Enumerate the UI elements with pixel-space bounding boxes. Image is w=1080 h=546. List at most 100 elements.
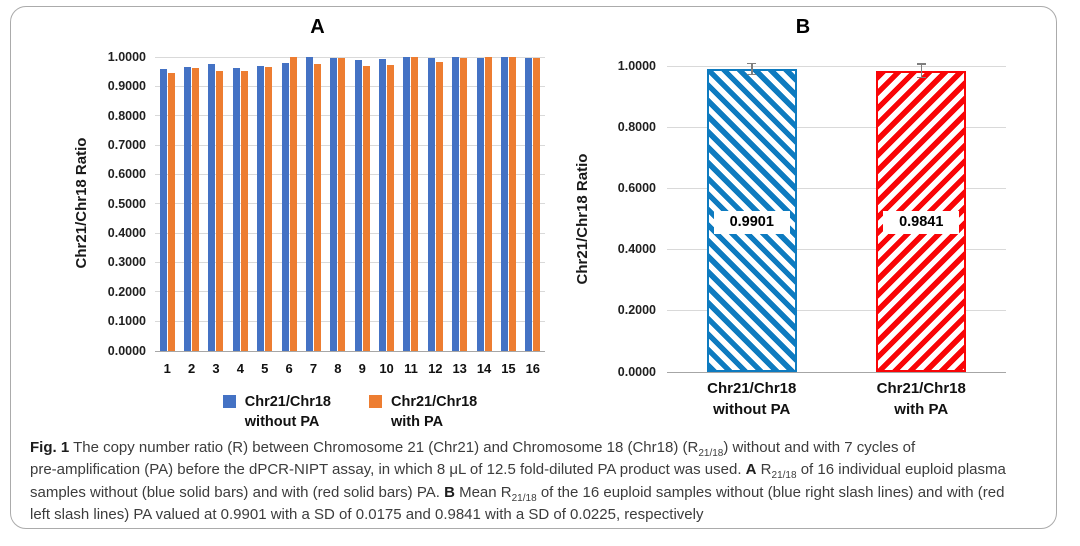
panel-b-title: B: [795, 16, 811, 38]
caption-text: ) without and with 7 cycles of: [723, 439, 916, 456]
bar-sample-7-with-pa: [313, 63, 321, 351]
y-tick-label: 0.2000: [617, 303, 656, 318]
x-tick-label: 5: [261, 361, 269, 376]
gridline: [155, 144, 545, 146]
x-tick-label: 6: [285, 361, 293, 376]
legend-label-line: without PA: [244, 414, 320, 430]
caption-line: left slash lines) PA valued at 0.9901 wi…: [30, 504, 1032, 526]
bar-sample-2-with-pa: [192, 68, 200, 351]
panel-a-y-axis-ticks: 0.0000 0.1000 0.2000 0.3000 0.4000 0.5000 0.60…: [82, 50, 146, 358]
caption-text: samples without (blue solid bars) and wi…: [30, 483, 445, 501]
legend-label-line: Chr21/Chr18: [391, 394, 478, 410]
gridline: [155, 173, 545, 175]
y-tick-label: 0.8000: [617, 120, 656, 135]
x-tick-label: 12: [428, 361, 443, 376]
bar-sample-12-without-pa: [427, 57, 435, 351]
bar-sample-11-with-pa: [411, 57, 419, 351]
caption-text: Mean R: [454, 483, 512, 501]
error-bar-cap-bottom: [916, 76, 926, 79]
x-tick-label: 13: [452, 361, 467, 376]
figure-caption: Fig. 1 The copy number ratio (R) between…: [30, 437, 1032, 527]
caption-bold-text: A: [745, 461, 757, 479]
x-category-label-line: Chr21/Chr18: [707, 380, 797, 397]
x-tick-label: 3: [212, 361, 220, 376]
legend-label-line: with PA: [391, 414, 444, 430]
error-bar-line: [751, 63, 753, 75]
gridline: [667, 248, 1006, 250]
x-category-label-line: Chr21/Chr18: [876, 380, 966, 397]
x-tick-label: 8: [334, 361, 342, 376]
panel-b-x-axis-labels: Chr21/Chr18 without PA Chr21/Chr18 with PA: [667, 378, 1006, 422]
bar-sample-5-without-pa: [257, 66, 265, 351]
x-category-label: Chr21/Chr18 without PA: [667, 378, 837, 420]
bar-sample-15-without-pa: [500, 57, 508, 351]
x-category-label-line: without PA: [713, 401, 791, 418]
legend-label-line: Chr21/Chr18: [244, 394, 331, 410]
bar-sample-1-without-pa: [159, 69, 167, 351]
error-bar-cap-top: [916, 63, 926, 65]
panel-a-plot-area: [155, 56, 545, 352]
bar-sample-10-with-pa: [387, 64, 395, 351]
y-tick-label: 0.0000: [617, 364, 656, 379]
error-bar-cap-bottom: [747, 73, 757, 76]
y-tick-label: 0.6000: [617, 181, 656, 196]
gridline: [667, 126, 1006, 128]
bar-sample-5-with-pa: [265, 66, 273, 351]
bar-sample-10-without-pa: [379, 59, 387, 351]
bar-value-label: 0.9901: [713, 211, 790, 234]
caption-bold-text: Fig. 1: [30, 439, 70, 456]
caption-text: The copy number ratio (R) between Chromo…: [69, 439, 699, 456]
bar-sample-13-without-pa: [452, 57, 460, 351]
y-tick-label: 0.2000: [107, 284, 146, 299]
gridline: [155, 203, 545, 205]
x-tick-label: 16: [525, 361, 541, 376]
x-tick-label: 9: [358, 361, 366, 376]
bar-sample-12-with-pa: [435, 61, 443, 351]
caption-subscript: 21/18: [698, 448, 724, 459]
error-bar-line: [920, 63, 922, 78]
caption-bold-text: B: [444, 483, 455, 501]
bar-sample-4-without-pa: [232, 67, 240, 351]
panel-a-title: A: [310, 16, 325, 38]
caption-text: of 16 individual euploid plasma: [796, 461, 1006, 479]
panel-b-y-axis-ticks: 0.0000 0.2000 0.4000 0.6000 0.8000 1.0000: [592, 59, 656, 379]
panel-a-legend: Chr21/Chr18 without PA Chr21/Chr18 with …: [135, 392, 565, 432]
legend-label-without-pa: Chr21/Chr18 without PA: [245, 392, 331, 432]
bar-sample-6-with-pa: [289, 57, 297, 351]
panel-a-x-axis-labels: 1 2 3 4 5 6 7 8 9 10 11 12 13 14 15 16: [155, 361, 545, 379]
gridline: [155, 320, 545, 322]
bar-sample-1-with-pa: [167, 73, 175, 351]
x-tick-label: 1: [163, 361, 171, 376]
bar-sample-14-without-pa: [476, 57, 484, 351]
gridline: [155, 115, 545, 117]
legend-item-with-pa: Chr21/Chr18 with PA: [369, 392, 477, 432]
error-bar-cap-top: [747, 62, 757, 65]
x-tick-label: 11: [404, 361, 418, 376]
caption-text: left slash lines) PA valued at 0.9901 wi…: [30, 506, 704, 524]
caption-subscript: 21/18: [771, 470, 797, 482]
bar-sample-3-without-pa: [208, 63, 216, 351]
y-tick-label: 1.0000: [617, 59, 656, 73]
y-tick-label: 0.4000: [617, 242, 656, 257]
x-category-label-line: with PA: [894, 401, 949, 418]
bar-sample-16-without-pa: [525, 57, 533, 351]
bar-sample-11-without-pa: [403, 57, 411, 351]
x-tick-label: 7: [309, 361, 318, 376]
y-tick-label: 1.0000: [107, 50, 146, 64]
bar-sample-15-with-pa: [508, 57, 516, 351]
y-tick-label: 0.7000: [107, 138, 146, 153]
gridline: [155, 56, 545, 58]
caption-line: pre-amplification (PA) before the dPCR-N…: [30, 459, 1032, 481]
bar-value-label: 0.9841: [883, 211, 960, 234]
gridline: [155, 291, 545, 293]
x-tick-label: 15: [501, 361, 516, 376]
gridline: [155, 232, 545, 234]
legend-label-with-pa: Chr21/Chr18 with PA: [391, 392, 477, 432]
x-tick-label: 2: [187, 361, 196, 376]
bar-sample-14-with-pa: [484, 57, 492, 351]
y-tick-label: 0.8000: [107, 108, 146, 123]
panel-b-plot-area: 0.9901 0.9841: [667, 62, 1006, 373]
legend-swatch-orange-icon: [369, 395, 382, 408]
y-tick-label: 0.0000: [107, 343, 146, 358]
